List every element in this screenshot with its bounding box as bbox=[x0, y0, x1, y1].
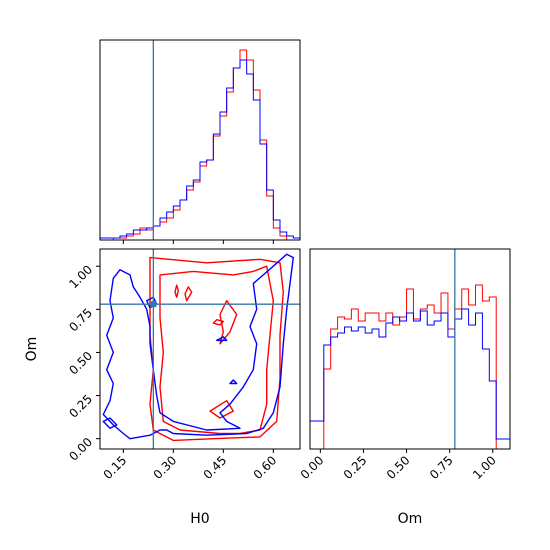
om-histogram-red bbox=[310, 284, 510, 450]
x-axis-label-h0: H0 bbox=[190, 511, 209, 527]
contour-y-ticks: 0.00 0.25 0.50 0.75 1.00 bbox=[66, 262, 100, 464]
om-histogram-blue bbox=[309, 308, 511, 449]
contour-x-ticks: 0.15 0.30 0.45 0.60 bbox=[101, 449, 280, 482]
h0-histogram-red bbox=[100, 49, 300, 241]
h0-histogram-panel bbox=[99, 39, 301, 244]
contour-frame bbox=[99, 248, 301, 450]
om-histogram-ticks: 0.00 0.25 0.50 0.75 1.00 bbox=[298, 449, 499, 482]
h0-tick-label: 0.60 bbox=[251, 453, 280, 482]
om-hist-tick-label: 0.25 bbox=[341, 453, 370, 482]
contour-blue-4 bbox=[229, 379, 238, 385]
om-histogram-panel: 0.00 0.25 0.50 0.75 1.00 Om bbox=[298, 248, 511, 527]
contour-series bbox=[102, 253, 294, 442]
om-hist-tick-label: 0.75 bbox=[427, 453, 456, 482]
contour-red-4 bbox=[209, 400, 234, 419]
om-tick-label: 0.25 bbox=[66, 392, 95, 421]
om-tick-label: 0.75 bbox=[66, 306, 95, 335]
h0-histogram-frame bbox=[99, 39, 301, 241]
om-tick-label: 0.00 bbox=[66, 435, 95, 464]
contour-blue-0 bbox=[102, 253, 294, 440]
om-hist-tick-label: 0.50 bbox=[384, 453, 413, 482]
h0-histogram-series bbox=[99, 49, 301, 241]
om-histogram-series bbox=[309, 284, 511, 450]
om-hist-tick-label: 0.00 bbox=[298, 453, 327, 482]
contour-red-3 bbox=[184, 286, 193, 302]
truth-marker bbox=[150, 301, 157, 308]
contour-red-2 bbox=[219, 300, 238, 345]
om-hist-tick-label: 1.00 bbox=[470, 453, 499, 482]
h0-tick-label: 0.15 bbox=[101, 453, 130, 482]
y-axis-label-om: Om bbox=[24, 337, 40, 362]
h0-tick-label: 0.45 bbox=[201, 453, 230, 482]
contour-red-0 bbox=[149, 256, 284, 442]
om-histogram-frame bbox=[309, 248, 511, 450]
contour-red-5 bbox=[212, 319, 224, 326]
h0-om-contour-panel: 0.15 0.30 0.45 0.60 0.00 0.25 0.50 0.75 1.00 H0… bbox=[24, 248, 301, 527]
contour-blue-2 bbox=[102, 417, 118, 429]
contour-blue-3 bbox=[216, 336, 228, 342]
contour-red-6 bbox=[174, 284, 179, 298]
h0-histogram-blue bbox=[99, 59, 301, 240]
om-tick-label: 0.50 bbox=[66, 349, 95, 378]
x-axis-label-om: Om bbox=[398, 511, 423, 527]
h0-histogram-ticks bbox=[122, 240, 274, 244]
om-tick-label: 1.00 bbox=[66, 262, 95, 291]
h0-tick-label: 0.30 bbox=[151, 453, 180, 482]
